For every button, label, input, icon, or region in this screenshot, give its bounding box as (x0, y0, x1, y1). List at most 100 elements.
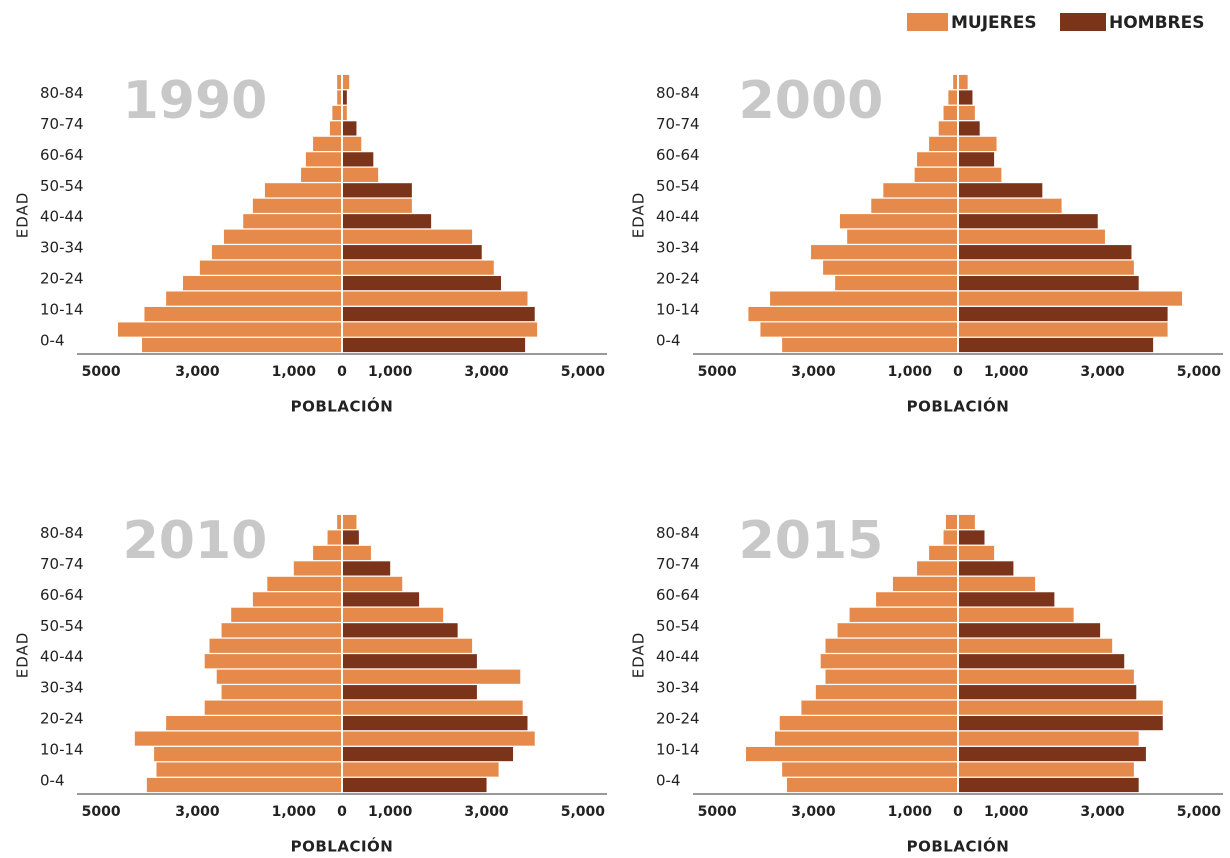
bar (883, 183, 957, 198)
bar (343, 545, 371, 561)
bar (183, 276, 341, 291)
y-tick-label: 0-4 (656, 332, 681, 350)
y-tick-label: 80-84 (40, 84, 84, 102)
bar (216, 669, 341, 684)
y-tick-label: 60-64 (656, 586, 700, 604)
x-tick-label: 3,000 (175, 364, 220, 380)
bar (343, 762, 499, 777)
bar (760, 322, 957, 337)
legend-swatch (907, 13, 948, 31)
bar (959, 623, 1101, 638)
bar (959, 746, 1146, 762)
bar (959, 762, 1134, 777)
bar (343, 700, 523, 715)
x-tick-label: 1,000 (368, 364, 413, 380)
y-tick-label: 80-84 (656, 524, 700, 542)
bar (959, 638, 1113, 653)
bar (959, 245, 1132, 260)
bar (134, 731, 341, 746)
bar (154, 746, 341, 762)
y-tick-label: 60-64 (40, 146, 84, 164)
bar (929, 545, 957, 561)
bar (343, 152, 374, 167)
y-tick-label: 30-34 (40, 679, 84, 697)
legend-swatch (1060, 13, 1106, 31)
x-tick-label: 3,000 (791, 804, 836, 820)
y-tick-label: 80-84 (656, 84, 700, 102)
bar (959, 183, 1043, 198)
bar (329, 121, 341, 136)
bar (343, 306, 535, 322)
x-tick-label: 5000 (698, 364, 737, 380)
bar (343, 669, 521, 684)
bar (144, 306, 341, 322)
bar (231, 607, 341, 622)
bar (267, 576, 341, 591)
x-tick-label: 5000 (82, 364, 121, 380)
y-tick-label: 70-74 (40, 115, 84, 133)
bar (943, 105, 957, 121)
bar (117, 322, 341, 337)
bar (959, 777, 1139, 793)
bar (917, 152, 957, 167)
bar (801, 700, 957, 715)
bar (959, 214, 1098, 229)
x-tick-label: 5,000 (561, 364, 606, 380)
bar (343, 260, 494, 275)
bar (959, 654, 1125, 669)
bar (223, 229, 341, 244)
bar (343, 198, 412, 213)
bar (343, 592, 420, 607)
x-tick-label: 0 (953, 364, 963, 380)
bar (748, 306, 957, 322)
y-tick-label: 40-44 (656, 648, 700, 666)
bar (959, 105, 975, 121)
x-tick-label: 5,000 (561, 804, 606, 820)
bar (343, 607, 444, 622)
y-tick-label: 0-4 (40, 772, 65, 790)
bar (948, 90, 957, 105)
bar (959, 530, 985, 545)
bar (313, 545, 341, 561)
bar (343, 121, 357, 136)
bar (959, 716, 1163, 731)
bar (332, 105, 341, 121)
bar (815, 685, 957, 700)
bar (959, 592, 1055, 607)
bar (156, 762, 341, 777)
legend-label: HOMBRES (1109, 13, 1205, 33)
y-tick-label: 20-24 (656, 270, 700, 288)
y-tick-label: 50-54 (40, 177, 84, 195)
bar (343, 530, 359, 545)
x-axis-label: POBLACIÓN (291, 837, 394, 856)
bar (221, 623, 341, 638)
x-axis-label: POBLACIÓN (291, 397, 394, 416)
bar (786, 777, 957, 793)
bar (327, 530, 341, 545)
bar (293, 561, 341, 576)
bar (343, 136, 362, 151)
x-tick-label: 1,000 (984, 804, 1029, 820)
y-tick-label: 20-24 (40, 270, 84, 288)
bar (343, 167, 379, 182)
bar (337, 90, 341, 105)
bar (959, 669, 1134, 684)
x-tick-label: 5,000 (1177, 804, 1222, 820)
bar (959, 276, 1139, 291)
bar (199, 260, 341, 275)
bar (343, 623, 458, 638)
bar (204, 654, 341, 669)
x-tick-label: 5000 (698, 804, 737, 820)
y-tick-label: 10-14 (40, 301, 84, 319)
legend-label: MUJERES (951, 13, 1037, 33)
year-title: 2000 (739, 71, 884, 131)
x-tick-label: 1,000 (272, 804, 317, 820)
year-title: 2015 (739, 511, 884, 571)
x-axis-label: POBLACIÓN (907, 397, 1010, 416)
x-tick-label: 5000 (82, 804, 121, 820)
bar (943, 530, 957, 545)
bar (782, 337, 957, 353)
bar (876, 592, 957, 607)
y-axis-label: EDAD (630, 632, 648, 679)
